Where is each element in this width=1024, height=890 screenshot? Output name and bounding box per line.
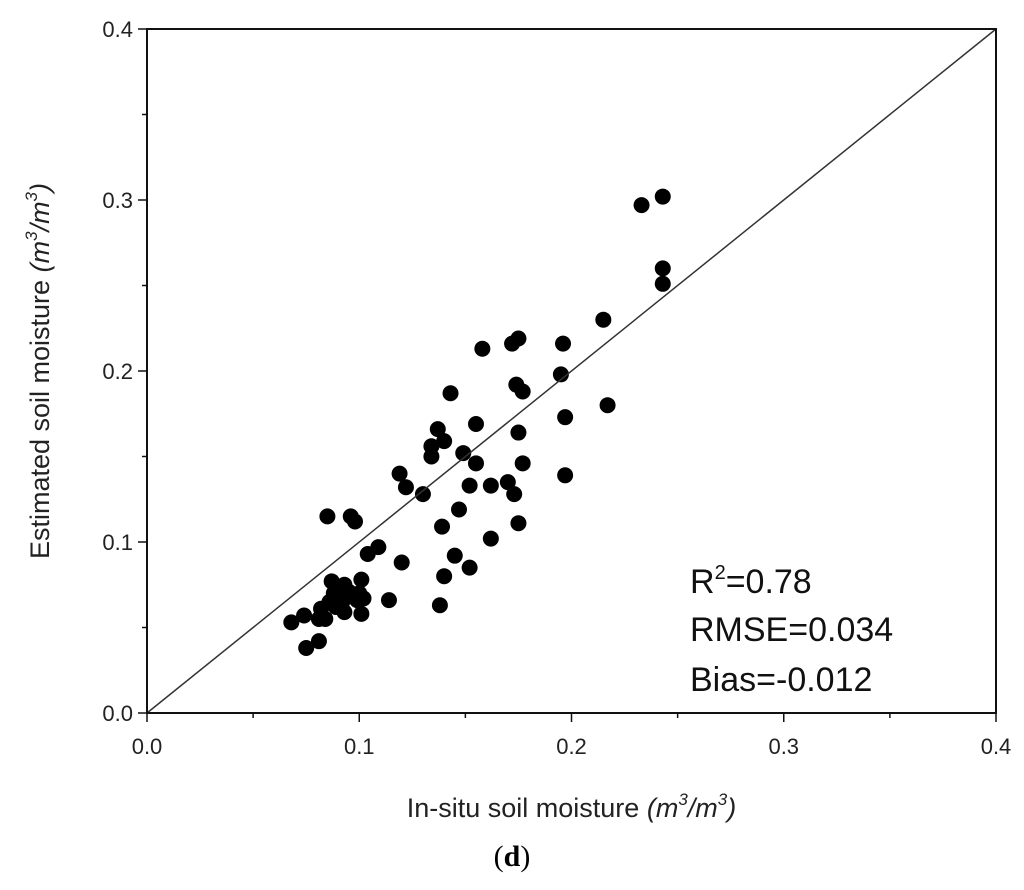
data-point	[451, 501, 468, 518]
data-point	[557, 467, 574, 484]
x-tick-label: 0.4	[981, 734, 1012, 759]
data-point	[654, 275, 671, 292]
data-point	[467, 455, 484, 472]
data-point	[393, 554, 410, 571]
x-tick-label: 0.2	[556, 734, 587, 759]
x-tick-label: 0.3	[768, 734, 799, 759]
x-unit-sup-1: 3	[678, 790, 688, 809]
r2-superscript: 2	[715, 562, 726, 584]
y-tick-label: 0.3	[102, 188, 133, 213]
r2-annotation: R2=0.78	[690, 562, 812, 601]
data-point	[317, 610, 334, 627]
data-point	[336, 604, 353, 621]
data-point	[482, 477, 499, 494]
y-unit-base-1: m	[25, 241, 55, 264]
one-to-one-line	[146, 28, 997, 714]
data-point	[355, 590, 372, 607]
data-point	[557, 409, 574, 426]
rmse-annotation: RMSE=0.034	[690, 611, 893, 649]
x-tick-label: 0.1	[344, 734, 375, 759]
data-point	[310, 633, 327, 650]
data-point	[499, 474, 516, 491]
data-point	[654, 260, 671, 277]
data-point	[370, 539, 387, 556]
data-point	[633, 197, 650, 214]
x-axis-title: In-situ soil moisture (m3/m3)	[407, 790, 737, 823]
data-point	[446, 547, 463, 564]
y-tick-label: 0.4	[102, 17, 133, 42]
data-point	[298, 640, 315, 657]
data-point	[380, 592, 397, 609]
x-tick-label: 0.0	[132, 734, 163, 759]
data-point	[434, 518, 451, 535]
data-point	[283, 614, 300, 631]
data-point	[353, 571, 370, 588]
data-point	[510, 424, 527, 441]
bias-annotation: Bias=-0.012	[690, 661, 872, 699]
data-point	[467, 416, 484, 433]
data-point	[482, 530, 499, 547]
x-axis-title-text: In-situ soil moisture	[407, 793, 640, 823]
data-point	[423, 448, 440, 465]
y-unit-base-2: /m	[25, 201, 55, 233]
data-point	[595, 311, 612, 328]
data-point	[347, 513, 364, 530]
x-unit-base-2: /m	[686, 793, 718, 823]
data-point	[654, 188, 671, 205]
data-point	[514, 383, 531, 400]
data-point	[461, 477, 478, 494]
data-point	[599, 397, 616, 414]
y-tick-label: 0.0	[102, 701, 133, 726]
data-point	[510, 330, 527, 347]
y-tick-label: 0.1	[102, 530, 133, 555]
data-point	[391, 465, 408, 482]
y-axis-title-text: Estimated soil moisture	[25, 280, 55, 559]
data-point	[353, 605, 370, 622]
data-point	[555, 335, 572, 352]
y-tick-label: 0.2	[102, 359, 133, 384]
x-unit-base-1: m	[656, 793, 679, 823]
data-point	[552, 366, 569, 383]
data-point	[436, 433, 453, 450]
data-point	[397, 479, 414, 496]
y-axis-title: Estimated soil moisture (m3/m3)	[22, 183, 55, 559]
y-unit-sup-1: 3	[22, 231, 41, 241]
data-point	[455, 445, 472, 462]
data-point	[414, 486, 431, 503]
panel-label: (d)	[494, 840, 531, 873]
axis-ticks: 0.0 0.1 0.2 0.3 0.4 0.0 0.1 0.2 0.3 0.4	[102, 17, 1011, 759]
data-point	[296, 607, 313, 624]
data-point	[474, 340, 491, 357]
data-point	[506, 486, 523, 503]
stats-annotation: R2=0.78 RMSE=0.034 Bias=-0.012	[690, 562, 893, 699]
data-point	[510, 515, 527, 532]
x-unit-sup-2: 3	[718, 790, 728, 809]
data-point	[319, 508, 336, 525]
data-point	[514, 455, 531, 472]
y-unit-sup-2: 3	[22, 191, 41, 201]
y-axis-unit: (m3/m3)	[22, 183, 55, 272]
data-point	[429, 421, 446, 438]
data-point	[461, 559, 478, 576]
data-point	[442, 385, 459, 402]
data-point	[431, 597, 448, 614]
data-points	[283, 188, 671, 657]
data-point	[436, 568, 453, 585]
